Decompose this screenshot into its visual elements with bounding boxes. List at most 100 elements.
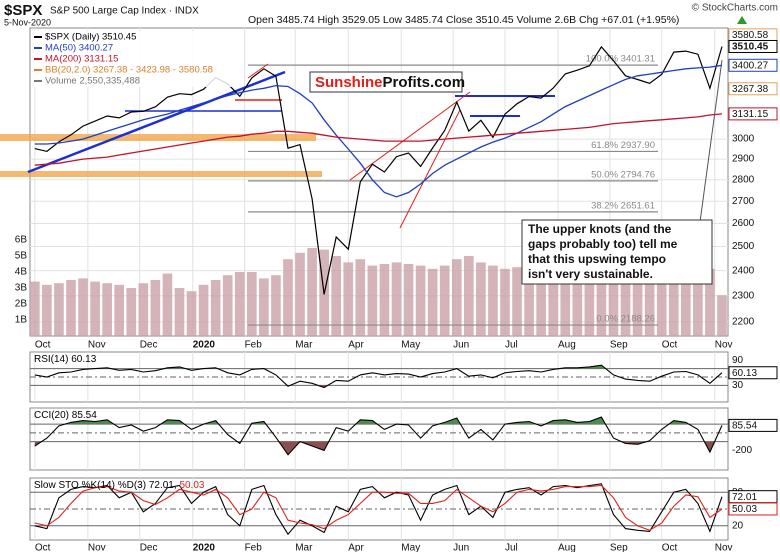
x-tick-label: Apr [348,340,364,351]
y-tick-label: 2900 [732,154,755,165]
volume-bar [512,267,522,336]
volume-bar [355,259,366,336]
legend-box [32,31,232,87]
legend-part: 50.03 [179,480,204,491]
x-tick-label: Feb [245,543,263,552]
up-arrow [737,16,747,24]
callout-box [521,219,713,285]
volume-bar [162,273,173,336]
y2-tick-label: 3B [15,283,28,294]
front-layer: $SPX S&P 500 Large Cap Index · INDX5-Nov-… [4,2,778,552]
volume-bar [283,259,293,336]
volume-bar [391,262,402,336]
volume-bar [343,262,354,336]
panel-legend: Slow STO %K(14) %D(3) 72.01, 50.03 [34,480,205,491]
y-tick-label: 2400 [732,265,755,276]
volume-bar [572,267,583,336]
volume-bar [693,275,703,336]
volume-bar [126,288,137,336]
y-tick-label: 30 [732,380,744,391]
volume-bar [186,291,197,336]
volume-bar [427,268,438,336]
value-tag [728,107,778,121]
volume-bar [102,283,112,336]
logo-part: Profits.com [383,74,466,91]
x-tick-label: May [401,543,420,552]
volume-bar [90,281,100,336]
y2-tick-label: 5B [15,251,28,262]
panel-frame [29,407,729,471]
volume-bar [379,264,390,336]
y-tick-label: 2500 [732,241,755,252]
volume-bar [524,270,534,336]
moving-average [34,113,723,166]
y-tick-label: 2600 [732,218,755,229]
volume-bar [138,283,149,336]
value-tag-label: 85.54 [732,421,757,432]
x-tick-label: Mar [295,543,313,552]
volume-bar [451,259,462,336]
x-tick-label: May [401,340,420,351]
x-tick-label: Jul [505,340,518,351]
price-line [34,45,723,295]
panel-legend: CCI(20) 85.54 [34,410,97,421]
date: 5-Nov-2020 [4,17,51,27]
x-tick-label: Oct [662,340,678,351]
logo-text: SunshineProfits.com [315,74,465,91]
extreme-fill [65,417,689,425]
value-tag [728,366,778,380]
volume-bar [114,284,125,336]
volume-bar [717,295,727,336]
quote: Open 3485.74 High 3529.05 Low 3485.74 Cl… [248,14,679,26]
fib-label: 61.8% 2937.90 [591,140,655,151]
y-tick-label: 2200 [732,317,755,328]
legend-label: BB(20,2.0) 3267.38 - 3423.98 - 3580.58 [45,65,213,76]
volume-bar [367,265,378,336]
y2-tick-label: 1B [15,315,28,326]
x-tick-label: Sep [610,543,628,552]
volume-bar [30,281,40,336]
y2-tick-label: 6B [15,235,28,246]
volume-bar [536,268,546,336]
x-tick-label: Dec [140,543,158,552]
y-tick-label: 3000 [732,134,755,145]
volume-bar [66,280,76,336]
x-tick-label: Oct [662,543,678,552]
volume-bar [584,273,595,336]
logo-part: Sunshine [315,74,383,91]
x-tick-label: Feb [245,340,263,351]
volume-bar [656,273,667,336]
volume-bar [620,264,631,336]
y-tick-label: 90 [732,355,744,366]
copyright: © StockCharts.com [692,3,778,14]
volume-bar [644,270,655,336]
value-tag-label: 3267.38 [732,84,769,95]
fib-label: 0.0% 2188.26 [596,314,655,325]
callout-line: isn't very sustainable. [528,267,653,281]
logo: SunshineProfits.com [309,71,465,93]
y2-tick-label: 2B [15,299,28,310]
symbol: $SPX [4,2,42,19]
y-tick-label: 2700 [732,196,755,207]
value-tag-label: 3580.58 [732,30,769,41]
x-tick-label: Aug [558,340,576,351]
x-tick-label: Jul [505,543,518,552]
volume-bar [234,272,245,336]
volume-bar [680,278,691,336]
volume-bar [439,265,450,336]
support-zone [0,171,322,177]
volume-bar [488,265,498,336]
x-tick-label: Nov [88,340,106,351]
callout-line: that this upswing tempo [528,252,666,266]
volume-bar [403,264,414,336]
x-tick-label: 2020 [193,543,216,552]
volume-bar [271,275,281,336]
volume-bar [150,280,161,336]
volume-bar [463,256,474,336]
value-tag-label: 60.13 [732,368,757,379]
x-tick-label: Nov [715,340,733,351]
panel-legend: RSI(14) 60.13 [34,354,97,365]
x-tick-label: Nov [88,543,106,552]
volume-bar [222,275,233,336]
x-tick-label: 2020 [193,340,216,351]
